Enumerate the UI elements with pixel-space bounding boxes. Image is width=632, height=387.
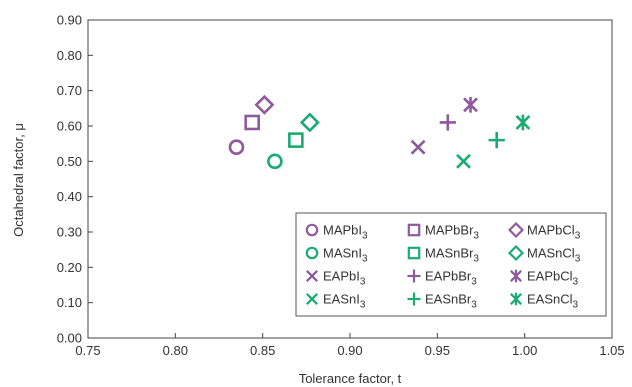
legend-marker — [305, 246, 319, 260]
legend-label: EAPbI3 — [323, 269, 366, 288]
legend-label: EASnI3 — [323, 292, 366, 311]
y-tick-label: 0.30 — [57, 225, 82, 240]
data-point-easnbr3 — [488, 132, 505, 149]
data-point-masncl3 — [299, 112, 320, 133]
data-point-mapbi3 — [228, 139, 245, 155]
axes: 0.75 0.80 0.85 0.90 0.95 1.00 1.05 0.00 0.10 0.20… — [57, 13, 625, 359]
legend-item-eapbcl3: EAPbCl3 — [510, 269, 579, 288]
legend-label: EAPbCl3 — [527, 269, 579, 288]
legend-item-easnbr3: EASnBr3 — [407, 292, 477, 311]
legend-item-mapbcl3: MAPbCl3 — [507, 221, 581, 242]
legend-marker — [507, 221, 525, 239]
legend-label: EASnCl3 — [527, 292, 579, 311]
legend-item-easncl3: EASnCl3 — [510, 292, 579, 311]
y-tick-label: 0.80 — [57, 48, 82, 63]
data-point-masni3 — [267, 153, 283, 170]
y-tick-label: 0.40 — [57, 189, 82, 204]
legend-marker — [306, 293, 318, 305]
data-point-easni3 — [456, 153, 471, 169]
legend-marker — [407, 223, 421, 237]
legend-marker — [510, 269, 522, 283]
x-tick-label: 0.85 — [250, 343, 275, 358]
y-tick-label: 0.60 — [57, 119, 82, 134]
x-axis-title: Tolerance factor, t — [299, 371, 402, 386]
x-tick-label: 1.00 — [512, 343, 537, 358]
data-point-easncl3 — [515, 114, 531, 131]
legend-item-mapbi3: MAPbI3 — [305, 223, 368, 242]
legend-label: EASnBr3 — [425, 292, 477, 311]
legend-label: MASnI3 — [323, 246, 368, 265]
legend-item-masnbr3: MASnBr3 — [407, 246, 479, 265]
legend-marker — [407, 269, 421, 283]
data-point-mapbbr3 — [244, 114, 260, 131]
legend-label: MAPbCl3 — [527, 223, 581, 242]
legend-label: MAPbBr3 — [425, 223, 479, 242]
legend-item-mapbbr3: MAPbBr3 — [407, 223, 479, 242]
legend-label: MASnBr3 — [425, 246, 479, 265]
legend-marker — [507, 244, 525, 262]
data-point-eapbbr3 — [439, 114, 456, 131]
data-point-masnbr3 — [288, 132, 304, 148]
legend-item-eapbbr3: EAPbBr3 — [407, 269, 477, 288]
x-tick-label: 0.80 — [163, 343, 188, 358]
y-tick-label: 0.90 — [57, 13, 82, 28]
legend-item-easni3: EASnI3 — [306, 292, 366, 311]
legend-marker — [306, 270, 318, 282]
x-tick-label: 0.95 — [425, 343, 450, 358]
legend-item-masni3: MASnI3 — [305, 246, 368, 265]
legend-item-eapbi3: EAPbI3 — [306, 269, 366, 288]
data-points — [228, 94, 531, 170]
x-tick-label: 1.05 — [599, 343, 624, 358]
data-point-eapbcl3 — [463, 97, 478, 113]
x-tick-label: 0.75 — [75, 343, 100, 358]
legend-label: EAPbBr3 — [425, 269, 477, 288]
data-point-eapbi3 — [410, 139, 426, 155]
legend-box — [295, 212, 607, 317]
legend-marker — [510, 292, 522, 306]
x-tick-label: 0.90 — [337, 343, 362, 358]
y-tick-label: 0.70 — [57, 83, 82, 98]
legend-label: MASnCl3 — [527, 246, 581, 265]
y-axis-title: Octahedral factor, μ — [11, 123, 26, 237]
legend: MAPbI3 MAPbBr3 MAPbCl3 MASnI3 MASnBr3 MASnCl3… — [295, 212, 607, 317]
y-tick-label: 0.10 — [57, 295, 82, 310]
legend-item-masncl3: MASnCl3 — [507, 244, 581, 265]
y-tick-label: 0.20 — [57, 260, 82, 275]
data-point-mapbcl3 — [254, 94, 275, 115]
y-tick-label: 0.50 — [57, 154, 82, 169]
legend-marker — [407, 246, 421, 260]
y-tick-label: 0.00 — [57, 331, 82, 346]
legend-marker — [305, 223, 319, 237]
legend-label: MAPbI3 — [323, 223, 368, 242]
legend-marker — [407, 292, 421, 306]
